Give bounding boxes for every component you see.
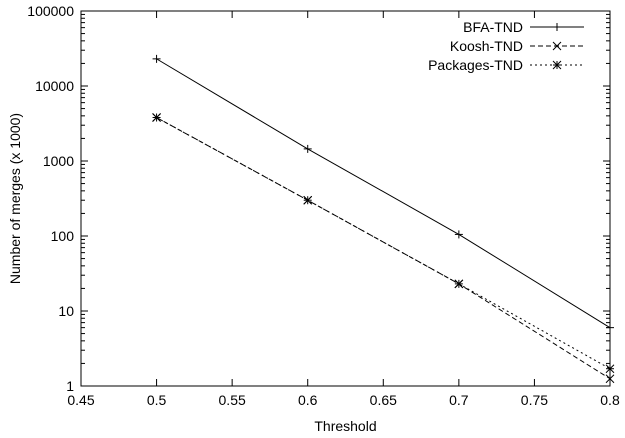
x-tick-label: 0.7 [449,392,469,408]
data-point-packages-tnd [605,364,615,374]
data-point-packages-tnd [303,195,313,205]
y-tick-label: 100000 [27,3,74,19]
legend-label: BFA-TND [463,19,523,35]
series-line-packages-tnd [156,117,611,370]
legend-marker [552,60,562,70]
data-point-bfa-tnd [454,230,463,239]
legend-marker [552,41,562,51]
data-point-koosh-tnd [605,374,615,384]
y-tick-label: 10000 [35,78,74,94]
y-tick-label: 100 [51,228,75,244]
x-tick-label: 0.8 [600,392,620,408]
y-tick-label: 1000 [43,153,74,169]
legend-label: Koosh-TND [450,38,523,54]
legend-marker [553,23,561,31]
y-axis-label: Number of merges (x 1000) [7,113,23,284]
x-axis-label: Threshold [314,418,376,434]
data-point-bfa-tnd [152,54,161,63]
x-tick-label: 0.6 [298,392,318,408]
data-point-bfa-tnd [606,323,614,332]
legend: BFA-TND Koosh-TND Packages-TND [428,19,584,73]
plot-area-frame [80,10,611,387]
data-point-bfa-tnd [303,144,312,153]
legend-label: Packages-TND [428,57,523,73]
x-tick-label: 0.5 [147,392,167,408]
data-point-packages-tnd [454,279,464,289]
y-tick-label: 10 [58,303,74,319]
x-tick-label: 0.65 [370,392,397,408]
axis-ticks: 0.45 0.5 0.55 0.6 0.65 0.7 0.75 0.8 1 10 100 1000 10… [27,3,620,408]
y-tick-label: 1 [66,378,74,394]
series-line-koosh-tnd [156,117,611,380]
x-tick-label: 0.55 [219,392,246,408]
x-tick-label: 0.45 [67,392,94,408]
series-markers [152,54,615,384]
series-line-bfa-tnd [156,58,611,329]
series-lines [156,58,611,380]
x-tick-label: 0.75 [521,392,548,408]
data-point-packages-tnd [152,113,161,122]
